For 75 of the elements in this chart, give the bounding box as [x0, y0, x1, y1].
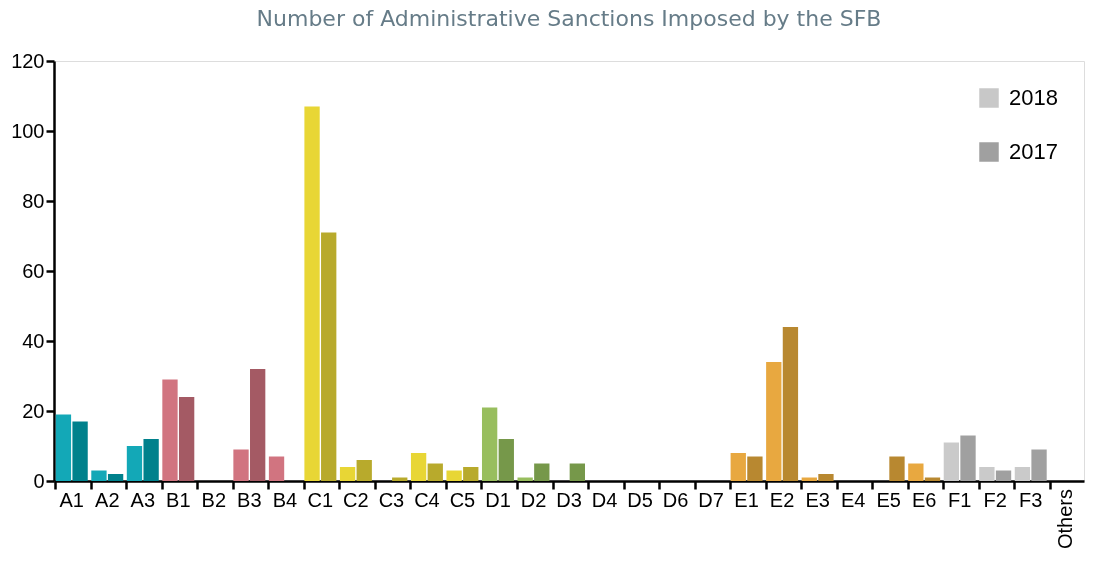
bar [995, 470, 1012, 481]
bar [446, 470, 462, 481]
bar [107, 474, 124, 481]
bar [463, 467, 479, 481]
x-tick-label: C5 [449, 489, 476, 511]
bar [339, 467, 356, 481]
x-tick-label: D4 [591, 489, 618, 511]
bar [250, 369, 266, 481]
x-tick-label: D5 [627, 489, 653, 511]
x-tick-label: B3 [237, 489, 262, 511]
bar [126, 446, 143, 481]
bar [427, 463, 443, 481]
bar [1031, 449, 1047, 481]
x-tick-label: C2 [343, 489, 369, 511]
bar [55, 414, 72, 481]
y-tick-label: 60 [22, 259, 45, 282]
bar [960, 435, 976, 481]
y-tick-label: 80 [22, 189, 45, 212]
y-tick-label: 100 [11, 119, 45, 142]
bar [498, 439, 514, 481]
bar [889, 456, 905, 481]
bar [569, 463, 585, 481]
bar [143, 439, 159, 481]
x-tick-label: B1 [166, 489, 191, 511]
x-tick-label: A2 [95, 489, 120, 511]
bar [91, 470, 107, 481]
bar [233, 449, 249, 481]
bar [534, 463, 550, 481]
x-tick-label: D2 [520, 489, 547, 511]
x-tick-label: B4 [272, 489, 298, 511]
x-tick-label: E3 [805, 489, 830, 511]
bar [410, 453, 427, 481]
bar [782, 327, 799, 481]
x-tick-label: F2 [983, 489, 1007, 511]
bar [730, 453, 746, 481]
x-tick-label: E6 [911, 489, 937, 511]
chart-title: Number of Administrative Sanctions Imposed by the SFB [256, 6, 882, 31]
x-tick-label: E2 [769, 489, 795, 511]
x-tick-label: D7 [698, 489, 724, 511]
bar [1014, 467, 1031, 481]
legend-label: 2018 [1009, 85, 1058, 110]
bar [268, 456, 285, 481]
x-tick-label: E1 [734, 489, 759, 511]
x-tick-label: C1 [307, 489, 334, 511]
x-tick-label: C4 [414, 489, 440, 511]
y-tick-label: 120 [11, 49, 45, 72]
bar [304, 106, 320, 481]
bar [162, 379, 178, 481]
y-tick-label: 20 [22, 399, 45, 422]
bar [747, 456, 763, 481]
bar [481, 407, 498, 481]
x-tick-label: D1 [485, 489, 511, 511]
bar [178, 397, 195, 481]
x-tick-label: C3 [378, 489, 405, 511]
x-tick-label: D6 [662, 489, 689, 511]
x-tick-label: E5 [876, 489, 901, 511]
x-tick-label: B2 [201, 489, 227, 511]
legend-label: 2017 [1009, 139, 1058, 164]
x-tick-label: F3 [1019, 489, 1043, 511]
x-tick-label: A1 [59, 489, 84, 511]
bar [72, 421, 88, 481]
x-tick-label: E4 [840, 489, 866, 511]
y-tick-label: 40 [22, 329, 45, 352]
x-tick-label: D3 [556, 489, 582, 511]
x-tick-label: Others [1054, 489, 1077, 550]
x-tick-label: F1 [948, 489, 972, 511]
bar [818, 474, 834, 481]
bar [908, 463, 924, 481]
x-tick-label: A3 [130, 489, 156, 511]
bar [321, 232, 337, 481]
y-tick-label: 0 [33, 469, 45, 492]
bar [766, 362, 782, 481]
bar [356, 460, 372, 481]
bar [979, 467, 995, 481]
bar [943, 442, 960, 481]
